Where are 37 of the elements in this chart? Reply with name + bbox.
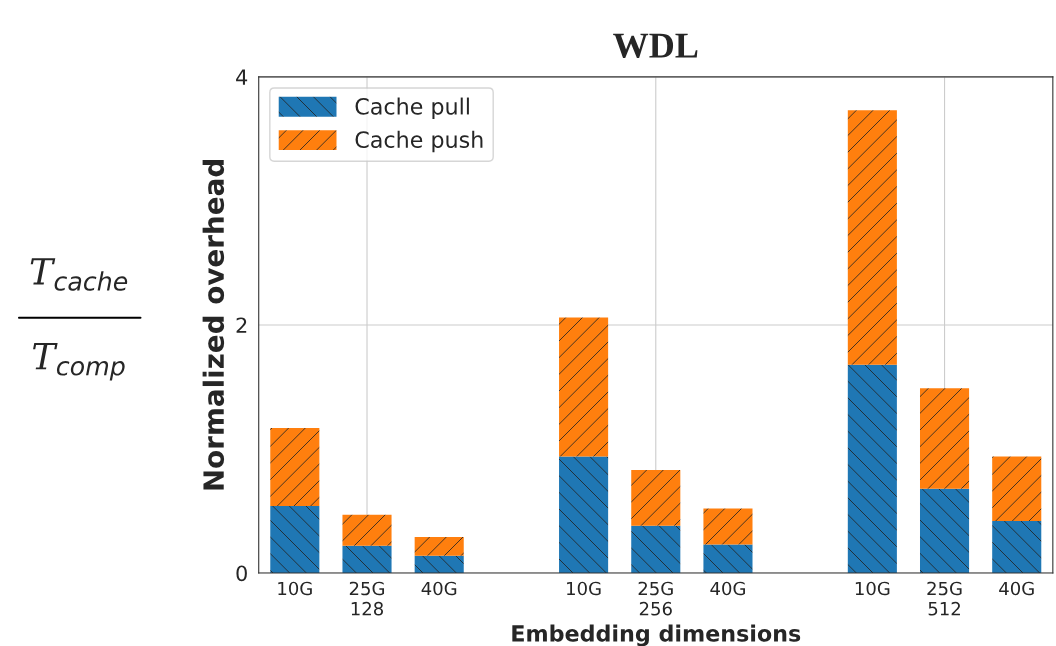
bar <box>414 555 464 573</box>
bar <box>414 537 464 556</box>
bar <box>342 545 392 573</box>
bar <box>559 456 609 573</box>
chart-title: WDL <box>613 33 698 58</box>
bar <box>920 388 970 489</box>
y-tick-label: 0 <box>236 565 247 582</box>
x-tick-label: 10G <box>278 581 312 596</box>
bar <box>631 525 681 573</box>
bar <box>847 110 897 365</box>
x-tick-label: 40G <box>710 581 745 596</box>
x-tick-label: 40G <box>999 581 1034 596</box>
bar <box>270 427 320 507</box>
legend-label: Cache pull <box>355 97 469 120</box>
bar <box>559 317 609 457</box>
x-tick-label: 10G <box>567 581 601 596</box>
bar <box>992 520 1042 573</box>
bar <box>920 488 970 573</box>
x-tick-label: 40G <box>421 581 457 596</box>
bar <box>992 456 1042 521</box>
y-tick-label: 4 <box>236 69 248 85</box>
y-axis-title: Normalized overhead <box>202 160 225 490</box>
y-tick-label: 2 <box>236 317 247 333</box>
bar <box>703 544 753 573</box>
x-tick-label: 25G 512 <box>927 581 962 616</box>
text: T$_{comp}$ <box>33 342 125 381</box>
bar <box>270 506 320 573</box>
bar <box>703 508 753 545</box>
x-tick-label: 10G <box>855 581 890 596</box>
bar <box>342 514 392 546</box>
x-tick-label: 25G 256 <box>638 581 673 616</box>
text: T$_{cache}$ <box>30 258 128 291</box>
bar <box>631 470 681 526</box>
x-axis-title: Embedding dimensions <box>512 624 801 646</box>
bar <box>847 364 897 573</box>
legend-label: Cache push <box>355 130 483 153</box>
x-tick-label: 25G 128 <box>349 581 385 616</box>
